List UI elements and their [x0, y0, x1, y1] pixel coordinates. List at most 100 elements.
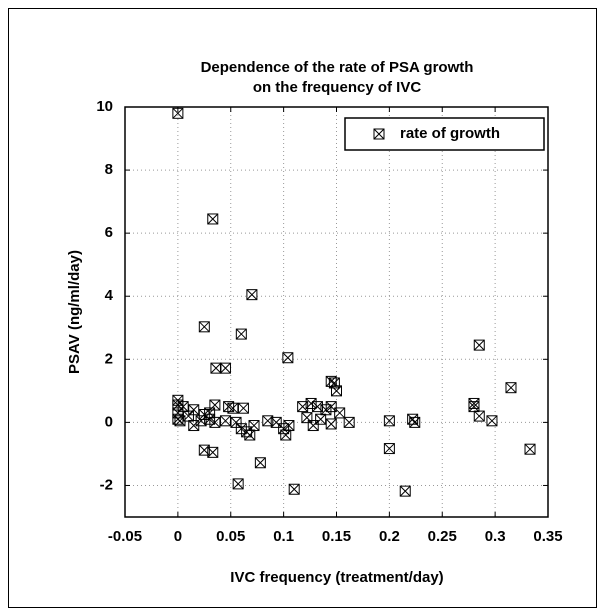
x-tick-label: 0.25 — [428, 528, 457, 545]
marker-cross — [207, 446, 219, 458]
x-tick-label: 0.05 — [216, 528, 245, 545]
marker-cross — [230, 417, 242, 428]
marker-box — [172, 107, 184, 119]
marker-cross — [343, 417, 355, 428]
marker-box — [280, 429, 292, 441]
marker-cross — [473, 410, 485, 422]
point — [301, 412, 313, 424]
marker-box — [399, 485, 411, 497]
x-tick-label: 0 — [174, 528, 182, 545]
point — [283, 420, 295, 432]
marker-cross — [283, 420, 295, 431]
marker-cross — [468, 398, 480, 409]
point — [219, 362, 231, 374]
point — [383, 415, 395, 427]
marker-cross — [207, 213, 219, 225]
marker-cross — [220, 362, 231, 374]
y-tick-label: 10 — [96, 98, 113, 115]
point — [254, 457, 266, 469]
point — [198, 444, 210, 456]
marker-cross — [486, 415, 498, 427]
marker-box — [305, 397, 317, 409]
marker-cross — [183, 410, 194, 422]
marker-box — [209, 416, 221, 428]
marker-cross — [188, 420, 200, 431]
marker-box — [262, 415, 274, 427]
marker-cross — [235, 328, 247, 340]
marker-cross — [255, 457, 266, 469]
point — [188, 404, 200, 416]
marker-box — [235, 328, 247, 340]
point — [315, 413, 327, 425]
y-axis-label: PSAV (ng/ml/day) — [66, 250, 83, 374]
point — [383, 443, 395, 455]
marker-cross — [373, 128, 385, 140]
marker-box — [473, 339, 485, 351]
point — [473, 339, 485, 351]
marker-cross — [331, 385, 342, 397]
marker-cross — [248, 420, 260, 431]
marker-cross — [399, 485, 411, 497]
marker-cross — [325, 418, 337, 430]
x-tick-label: 0.2 — [379, 528, 400, 545]
marker-cross — [280, 429, 292, 441]
y-tick-label: 2 — [105, 350, 113, 367]
point — [207, 446, 219, 458]
marker-cross — [305, 398, 317, 409]
point — [207, 213, 219, 225]
marker-box — [325, 418, 337, 430]
marker-box — [254, 457, 266, 469]
y-tick-label: 4 — [105, 287, 114, 304]
marker-box — [343, 416, 355, 428]
marker-cross — [232, 478, 244, 490]
marker-cross — [301, 412, 313, 424]
marker-box — [227, 402, 239, 414]
point — [172, 107, 184, 119]
marker-box — [270, 416, 282, 428]
marker-cross — [244, 429, 256, 441]
marker-box — [325, 401, 337, 413]
marker-cross — [210, 362, 222, 374]
marker-box — [207, 213, 219, 225]
y-tick-label: 8 — [105, 161, 113, 178]
y-tick-label: 6 — [105, 224, 113, 241]
marker-box — [373, 128, 385, 140]
marker-box — [232, 478, 244, 490]
marker-cross — [227, 402, 239, 414]
point — [282, 352, 294, 364]
marker-box — [301, 412, 313, 424]
point — [505, 382, 517, 394]
point — [409, 416, 421, 428]
point — [331, 385, 342, 397]
point — [235, 328, 247, 340]
marker-box — [473, 410, 485, 422]
marker-cross — [172, 107, 184, 119]
marker-cross — [220, 415, 231, 427]
marker-cross — [524, 443, 536, 455]
marker-box — [505, 382, 517, 394]
point — [246, 289, 258, 301]
x-tick-label: -0.05 — [108, 528, 142, 545]
legend-marker — [373, 128, 385, 140]
marker-cross — [384, 415, 395, 427]
point — [210, 362, 222, 374]
point — [232, 478, 244, 490]
x-tick-label: 0.1 — [273, 528, 294, 545]
x-tick-label: 0.35 — [533, 528, 562, 545]
marker-cross — [409, 417, 421, 428]
point — [307, 420, 319, 432]
marker-box — [383, 443, 395, 455]
point — [305, 397, 317, 409]
marker-cross — [246, 289, 258, 301]
marker-cross — [198, 321, 210, 333]
point — [325, 418, 337, 430]
point — [270, 416, 282, 428]
marker-box — [524, 443, 536, 455]
marker-box — [331, 385, 342, 397]
marker-box — [195, 415, 207, 427]
marker-cross — [315, 413, 326, 425]
point — [473, 410, 485, 422]
marker-cross — [209, 399, 221, 411]
chart-title: on the frequency of IVC — [253, 79, 422, 96]
